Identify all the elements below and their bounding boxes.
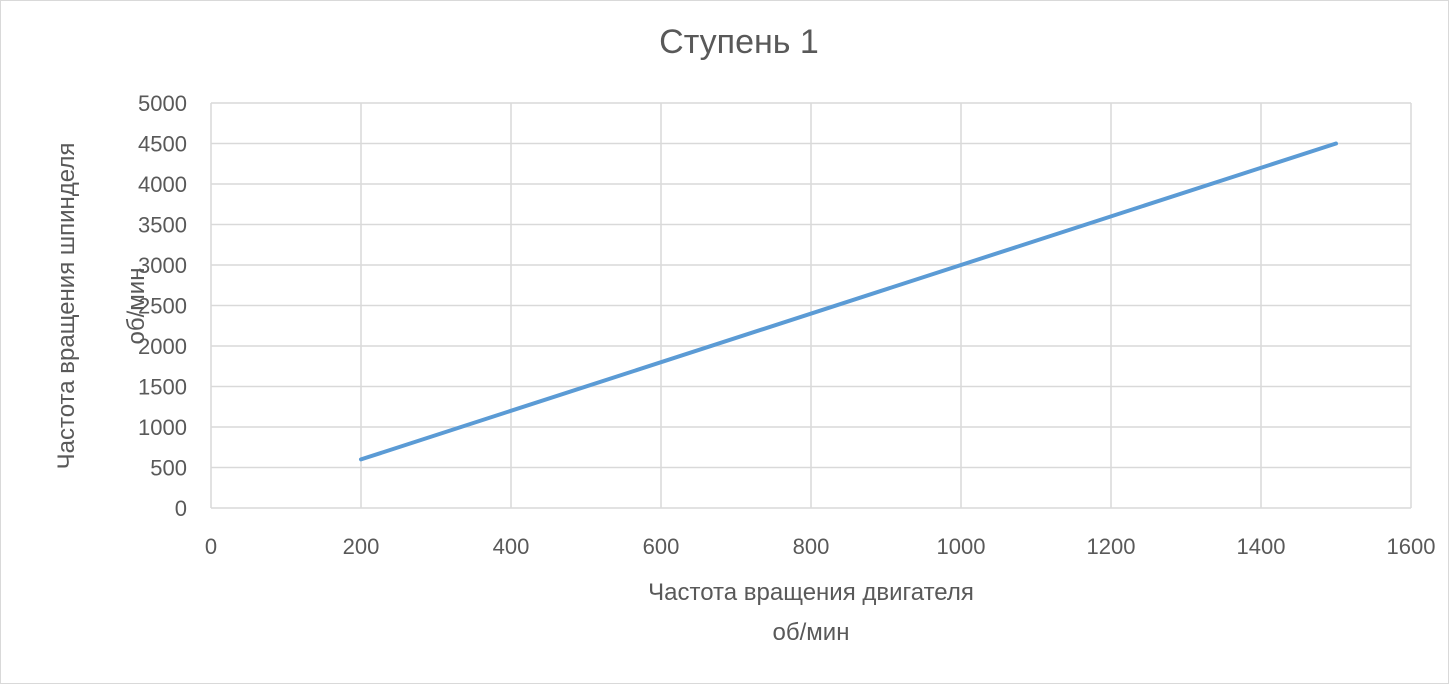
y-tick-label: 1000 bbox=[138, 415, 187, 440]
x-tick-label: 0 bbox=[205, 534, 217, 559]
x-axis-ticks: 0 200 400 600 800 1000 1200 1400 1600 bbox=[205, 534, 1436, 559]
y-axis-title: Частота вращения шпинделя bbox=[53, 143, 80, 470]
y-tick-label: 1500 bbox=[138, 375, 187, 400]
y-axis-ticks: 0 500 1000 1500 2000 2500 3000 3500 4000 4500 5000 bbox=[138, 91, 187, 521]
x-tick-label: 1200 bbox=[1087, 534, 1136, 559]
x-tick-label: 1600 bbox=[1387, 534, 1436, 559]
x-tick-label: 1400 bbox=[1237, 534, 1286, 559]
x-tick-label: 1000 bbox=[937, 534, 986, 559]
y-tick-label: 4000 bbox=[138, 172, 187, 197]
y-tick-label: 500 bbox=[150, 456, 187, 481]
x-axis-unit: об/мин bbox=[773, 619, 850, 646]
series-layer bbox=[359, 141, 1338, 462]
gridlines bbox=[210, 102, 1412, 509]
y-tick-label: 2500 bbox=[138, 294, 187, 319]
x-tick-label: 200 bbox=[343, 534, 380, 559]
y-tick-label: 3000 bbox=[138, 253, 187, 278]
chart-title: Ступень 1 bbox=[659, 23, 819, 61]
y-tick-label: 4500 bbox=[138, 132, 187, 157]
series-line bbox=[359, 141, 1338, 462]
y-tick-label: 2000 bbox=[138, 334, 187, 359]
y-tick-label: 5000 bbox=[138, 91, 187, 116]
x-tick-label: 400 bbox=[493, 534, 530, 559]
y-tick-label: 3500 bbox=[138, 213, 187, 238]
x-tick-label: 800 bbox=[793, 534, 830, 559]
x-tick-label: 600 bbox=[643, 534, 680, 559]
y-axis-unit: об/мин bbox=[123, 268, 150, 345]
y-tick-label: 0 bbox=[175, 496, 187, 521]
x-axis-title: Частота вращения двигателя bbox=[648, 579, 974, 606]
